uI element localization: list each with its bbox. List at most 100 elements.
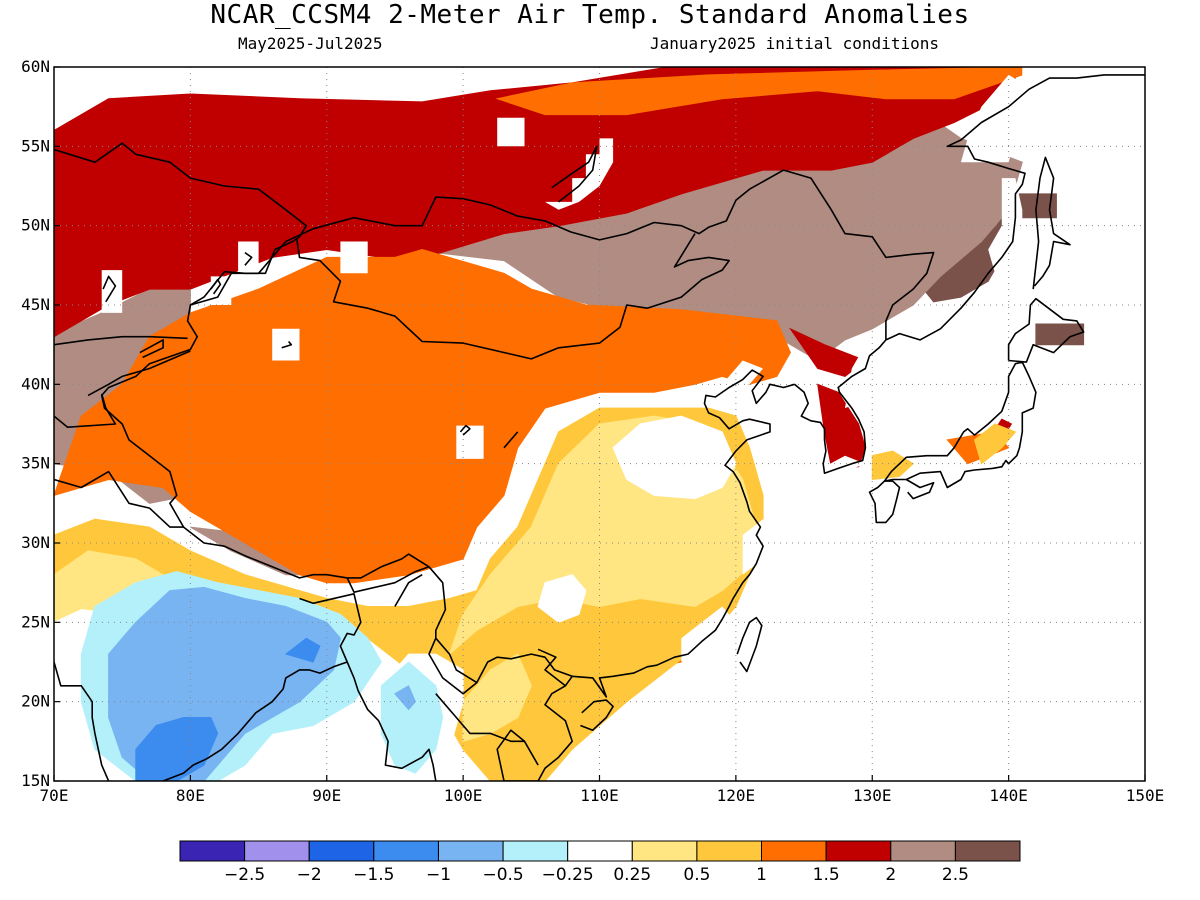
colorbar-swatch-4 (438, 840, 504, 862)
axes: 70E 80E 90E 100E 110E 120E 130E 140E 150E 15N 20N 2… (21, 57, 1164, 805)
x-tick-label-2: 90E (312, 786, 341, 805)
y-tick-label-6: 45N (21, 295, 50, 314)
x-tick-label-0: 70E (40, 786, 69, 805)
missing-data-cell-2 (238, 241, 259, 277)
colorbar-swatch-11 (890, 840, 956, 862)
anomaly-region-brown-1 (1035, 323, 1085, 346)
forecast-period: May2025-Jul2025 (238, 34, 383, 53)
colorbar-label-5: −0.25 (542, 865, 594, 885)
coastline-29 (102, 275, 117, 303)
missing-data-cell-5 (456, 425, 484, 459)
coastline-10 (54, 661, 110, 781)
y-tick-label-1: 20N (21, 692, 50, 711)
coastline-17 (54, 393, 117, 429)
coastline-4 (1007, 297, 1085, 363)
coastline-25 (537, 648, 566, 687)
missing-data-cell-17 (824, 455, 866, 472)
anomaly-region-blue_mid-1 (284, 637, 321, 663)
map-title: NCAR_CCSM4 2-Meter Air Temp. Standard An… (210, 0, 970, 30)
missing-data-cell-6 (497, 117, 525, 147)
anomaly-region-yellow-1 (871, 450, 915, 481)
y-tick-label-3: 30N (21, 533, 50, 552)
colorbar-label-3: −1 (426, 865, 451, 885)
x-tick-label-6: 130E (853, 786, 892, 805)
missing-data-cell-10 (988, 178, 1023, 274)
colorbar-swatch-3 (373, 840, 439, 862)
y-tick-label-7: 50N (21, 216, 50, 235)
coastline-7 (905, 478, 935, 500)
coastline-16 (295, 233, 730, 360)
coastline-26 (503, 431, 519, 449)
y-tick-label-2: 25N (21, 612, 50, 631)
colorbar-label-11: 2.5 (942, 865, 969, 885)
colorbar-swatch-8 (696, 840, 763, 862)
missing-data-cell-11 (926, 305, 948, 329)
colorbar-label-8: 1 (756, 865, 767, 885)
colorbar-label-0: −2.5 (224, 865, 265, 885)
x-tick-label-1: 80E (176, 786, 205, 805)
coastline-24 (435, 693, 525, 743)
coastline-30 (210, 278, 222, 295)
colorbar-swatch-2 (308, 840, 375, 862)
coastline-12 (463, 675, 574, 781)
colorbar-label-6: 0.25 (613, 865, 651, 885)
coastline-32 (281, 340, 293, 349)
anomaly-region-red-2 (817, 383, 866, 468)
x-tick-label-4: 110E (580, 786, 619, 805)
colorbar-swatch-5 (502, 840, 569, 862)
coastline-6 (868, 480, 901, 524)
missing-data-cell-4 (272, 328, 300, 361)
coastline-3 (1032, 156, 1071, 290)
colorbar-swatch-0 (179, 840, 246, 862)
coastline-5 (883, 361, 1037, 489)
x-tick-label-3: 100E (444, 786, 483, 805)
anomaly-region-white-0 (612, 415, 737, 500)
anomaly-region-white-1 (537, 574, 587, 623)
anomaly-fill (54, 67, 1085, 781)
initial-conditions: January2025 initial conditions (650, 34, 939, 53)
colorbar-label-1: −2 (297, 865, 322, 885)
colorbar-label-7: 0.5 (683, 865, 710, 885)
coastline-27 (139, 339, 164, 359)
coastline-19 (299, 592, 362, 663)
colorbar-label-2: −1.5 (353, 865, 394, 885)
missing-data-cell-14 (742, 519, 777, 575)
coastlines-borders (54, 74, 1145, 781)
anomaly-region-blue_light-1 (394, 685, 416, 711)
coastline-33 (244, 251, 253, 266)
colorbar-label-4: −0.5 (482, 865, 523, 885)
colorbar-swatch-7 (631, 840, 698, 862)
colorbar: −2.5 −2 −1.5 −1 −0.5 −0.25 0.25 0.5 1 1.5 2 2.5 (179, 840, 1021, 885)
coastline-2 (793, 74, 1145, 475)
colorbar-label-9: 1.5 (813, 865, 840, 885)
coastline-20 (496, 729, 539, 781)
x-tick-label-8: 150E (1126, 786, 1165, 805)
missing-data-cell-13 (722, 360, 764, 385)
x-tick-label-5: 120E (717, 786, 756, 805)
missing-data-cell-16 (804, 431, 825, 464)
missing-data-cell-8 (960, 74, 1036, 163)
coastline-11 (162, 661, 437, 781)
missing-data-cell-7 (545, 138, 614, 210)
anomaly-region-yellow_light-2 (462, 653, 532, 742)
coastline-28 (551, 145, 598, 203)
coastline-21 (346, 566, 430, 594)
y-tick-label-5: 40N (21, 374, 50, 393)
coastline-1 (572, 369, 795, 698)
coastline-23 (394, 574, 423, 607)
y-tick-label-9: 60N (21, 57, 50, 76)
anomaly-region-blue_mid-0 (135, 717, 219, 781)
colorbar-swatch-9 (761, 840, 827, 862)
coastline-31 (459, 424, 471, 436)
coastline-15 (190, 169, 935, 340)
y-tick-label-4: 35N (21, 454, 50, 473)
x-tick-label-7: 140E (989, 786, 1028, 805)
colorbar-swatch-12 (954, 840, 1021, 862)
anomaly-region-cyan_light-1 (380, 661, 444, 774)
y-tick-label-0: 15N (21, 771, 50, 790)
anomaly-region-orange-2 (495, 67, 1023, 116)
y-tick-label-8: 55N (21, 136, 50, 155)
gridlines (54, 67, 1145, 781)
coastline-13 (87, 350, 191, 397)
